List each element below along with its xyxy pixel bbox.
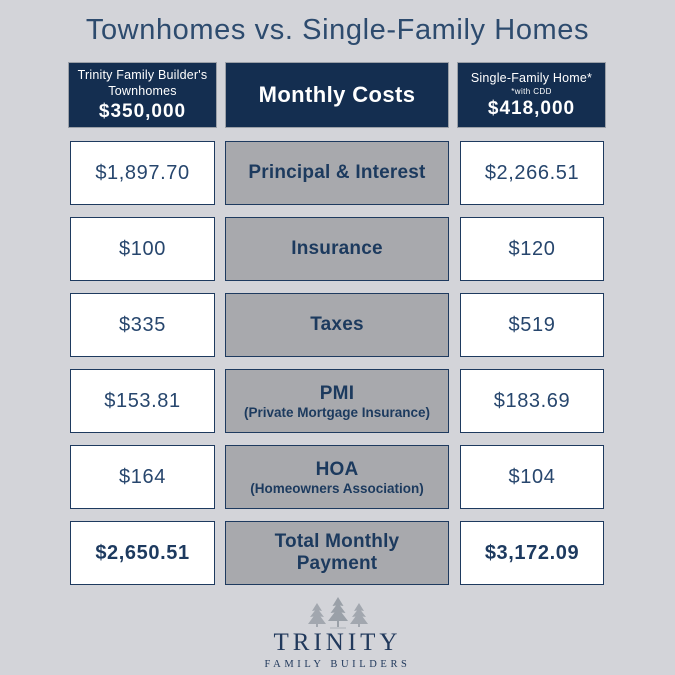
header-monthly-costs-label: Monthly Costs (258, 82, 416, 107)
townhome-value-cell: $153.81 (70, 369, 215, 433)
header-single-family-note: *with CDD (511, 87, 552, 96)
header-single-family-price: $418,000 (487, 98, 576, 119)
single-family-value: $519 (508, 313, 556, 336)
cost-label-cell: Insurance (225, 217, 449, 281)
single-family-value-cell: $104 (460, 445, 604, 509)
header-monthly-costs: Monthly Costs (225, 62, 449, 128)
townhome-value: $164 (119, 465, 166, 488)
single-family-value-cell: $519 (460, 293, 604, 357)
cost-label-cell: PMI (Private Mortgage Insurance) (225, 369, 449, 433)
header-single-family: Single-Family Home* *with CDD $418,000 (457, 62, 606, 128)
page-title: Townhomes vs. Single-Family Homes (85, 14, 590, 46)
single-family-value-cell: $183.69 (460, 369, 604, 433)
header-townhomes: Trinity Family Builder's Townhomes $350,… (68, 62, 217, 128)
single-family-value-cell: $2,266.51 (460, 141, 604, 205)
header-single-family-line1: Single-Family Home* (470, 71, 593, 85)
townhome-value-cell: $100 (70, 217, 215, 281)
townhome-value: $100 (119, 237, 166, 260)
pine-trees-icon (307, 597, 368, 629)
cost-label: Principal & Interest (248, 162, 426, 183)
cost-label: PMI (319, 382, 355, 404)
total-label: Total Monthly Payment (274, 531, 400, 574)
table-row-total: $2,650.51 Total Monthly Payment $3,172.0… (0, 521, 675, 585)
cost-sublabel: (Homeowners Association) (250, 480, 424, 496)
townhome-value-cell: $335 (70, 293, 215, 357)
cost-sublabel: (Private Mortgage Insurance) (243, 404, 431, 420)
single-family-value: $120 (508, 237, 556, 260)
single-family-total-value: $3,172.09 (484, 541, 580, 564)
header-townhomes-line1: Trinity Family Builder's (77, 68, 208, 82)
logo-company-name: TRINITY (273, 629, 402, 656)
single-family-value: $104 (508, 465, 556, 488)
cost-label: Insurance (291, 238, 383, 259)
table-row-principal-interest: $1,897.70 Principal & Interest $2,266.51 (0, 141, 675, 205)
townhome-value-cell: $1,897.70 (70, 141, 215, 205)
single-family-value-cell: $120 (460, 217, 604, 281)
townhome-value: $335 (119, 313, 166, 336)
single-family-total-cell: $3,172.09 (460, 521, 604, 585)
townhome-value: $153.81 (104, 389, 181, 412)
total-label-cell: Total Monthly Payment (225, 521, 449, 585)
cost-label-cell: HOA (Homeowners Association) (225, 445, 449, 509)
header-townhomes-line2: Townhomes (108, 84, 177, 98)
cost-table: $1,897.70 Principal & Interest $2,266.51… (0, 141, 675, 597)
townhome-total-value: $2,650.51 (95, 541, 190, 564)
company-logo: TRINITY FAMILY BUILDERS (265, 597, 411, 670)
townhome-total-cell: $2,650.51 (70, 521, 215, 585)
townhome-value-cell: $164 (70, 445, 215, 509)
table-row-hoa: $164 HOA (Homeowners Association) $104 (0, 445, 675, 509)
table-row-pmi: $153.81 PMI (Private Mortgage Insurance)… (0, 369, 675, 433)
table-row-taxes: $335 Taxes $519 (0, 293, 675, 357)
table-header-row: Trinity Family Builder's Townhomes $350,… (0, 62, 675, 128)
table-row-insurance: $100 Insurance $120 (0, 217, 675, 281)
cost-label: Taxes (310, 314, 364, 335)
single-family-value: $2,266.51 (484, 161, 580, 184)
cost-label: HOA (315, 458, 359, 480)
single-family-value: $183.69 (493, 389, 571, 412)
logo-tagline: FAMILY BUILDERS (264, 659, 411, 670)
townhome-value: $1,897.70 (95, 161, 190, 184)
header-townhomes-price: $350,000 (98, 101, 187, 122)
cost-label-cell: Principal & Interest (225, 141, 449, 205)
cost-label-cell: Taxes (225, 293, 449, 357)
